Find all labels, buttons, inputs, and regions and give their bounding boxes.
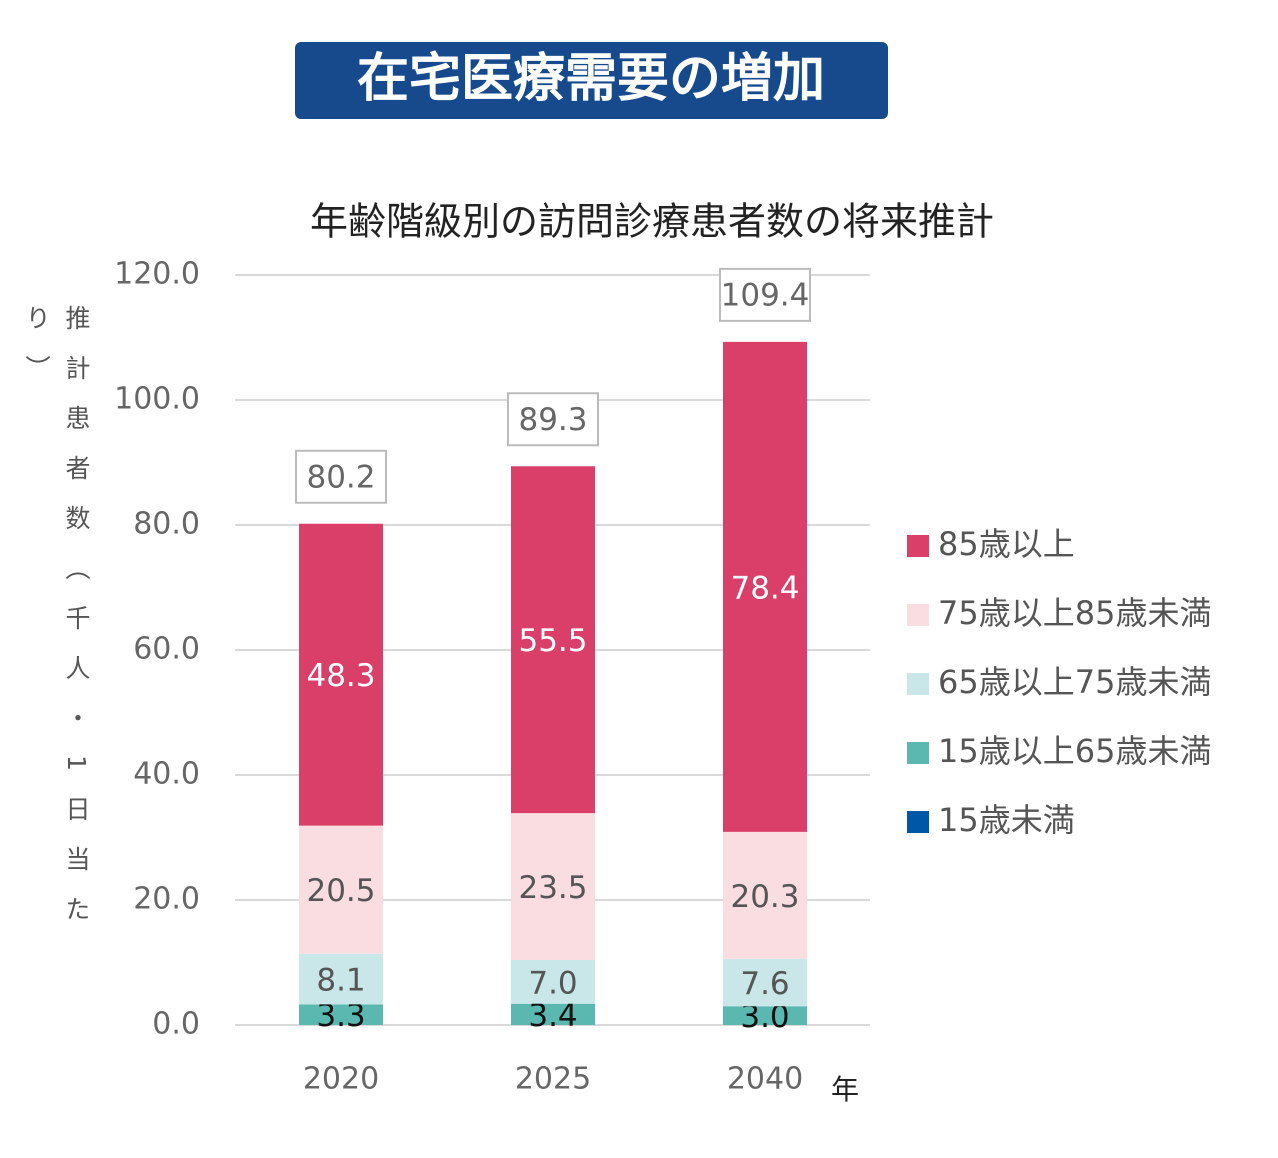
bar-segment: [299, 953, 383, 1005]
legend-label: 15歳以上65歳未満: [938, 732, 1211, 770]
bar-segment: [299, 1004, 383, 1025]
total-label: 80.2: [306, 459, 375, 495]
legend-swatch: [907, 742, 929, 764]
x-tick-label: 2040: [727, 1062, 803, 1097]
total-label: 89.3: [518, 402, 587, 438]
y-axis-label: 推計患者数（千人・1日当たり）: [22, 305, 91, 946]
total-box: [295, 449, 387, 504]
legend-label: 75歳以上85歳未満: [938, 594, 1211, 632]
bar-segment: [299, 825, 383, 954]
bar-segment: [511, 1003, 595, 1025]
legend-swatch: [907, 535, 929, 557]
bar-segment: [723, 341, 807, 832]
legend-label: 85歳以上: [938, 525, 1075, 563]
header-title: 在宅医療需要の増加: [357, 49, 825, 109]
value-label: 78.4: [730, 570, 799, 606]
y-tick-label: 40.0: [133, 757, 200, 792]
value-label: 7.0: [528, 965, 577, 1001]
x-axis-label: 年: [831, 1073, 859, 1106]
bar-segment: [723, 831, 807, 959]
total-box: [507, 392, 599, 447]
x-tick-label: 2025: [515, 1062, 591, 1097]
value-label: 23.5: [518, 870, 587, 906]
legend-label: 65歳以上75歳未満: [938, 663, 1211, 701]
value-label: 48.3: [306, 658, 375, 694]
value-label: 7.6: [740, 966, 789, 1002]
legend-label: 15歳未満: [938, 801, 1075, 839]
total-box: [719, 267, 811, 322]
chart-title: 年齢階級別の訪問診療患者数の将来推計: [310, 200, 994, 244]
value-label: 3.4: [528, 998, 577, 1034]
legend-swatch: [907, 673, 929, 695]
bar-segment: [511, 466, 595, 814]
x-tick-label: 2020: [303, 1062, 379, 1097]
header-banner: [295, 42, 888, 119]
bar-segment: [511, 813, 595, 960]
value-label: 20.5: [306, 873, 375, 909]
y-tick-label: 100.0: [114, 382, 200, 417]
y-tick-label: 20.0: [133, 882, 200, 917]
bar-segment: [723, 1006, 807, 1025]
y-tick-label: 120.0: [114, 257, 200, 292]
legend-swatch: [907, 811, 929, 833]
bar-segment: [723, 958, 807, 1007]
total-label: 109.4: [721, 277, 810, 313]
value-label: 8.1: [316, 963, 365, 999]
bar-segment: [299, 523, 383, 826]
bar-segment: [511, 960, 595, 1004]
y-tick-label: 60.0: [133, 632, 200, 667]
legend-swatch: [907, 604, 929, 626]
y-tick-label: 80.0: [133, 507, 200, 542]
y-tick-label: 0.0: [152, 1007, 200, 1042]
value-label: 55.5: [518, 623, 587, 659]
value-label: 20.3: [730, 879, 799, 915]
